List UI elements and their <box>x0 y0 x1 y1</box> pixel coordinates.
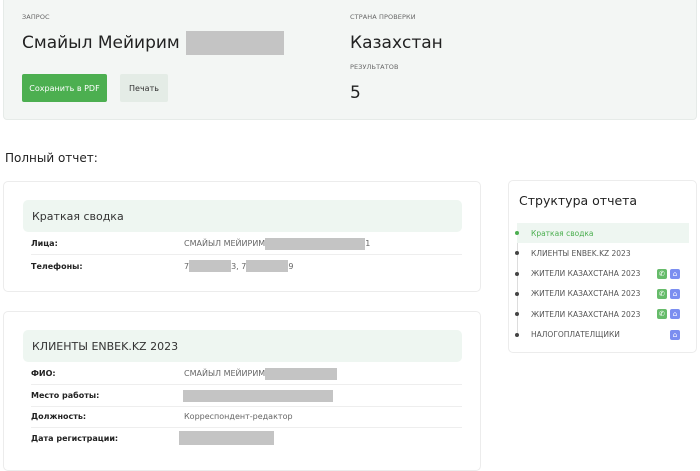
redacted-block <box>179 431 274 445</box>
query-name: Смайыл Мейирим <box>22 33 180 53</box>
row-value: Корреспондент-редактор <box>184 412 293 421</box>
structure-item-label: Краткая сводка <box>531 228 594 238</box>
phone-icon: ✆ <box>657 309 667 320</box>
structure-item[interactable]: КЛИЕНТЫ ENBEK.KZ 2023 <box>515 243 689 263</box>
redacted-block <box>265 237 366 250</box>
report-structure-panel: Структура отчета Краткая сводка КЛИЕНТЫ E… <box>508 180 697 353</box>
structure-item-label: КЛИЕНТЫ ENBEK.KZ 2023 <box>531 248 631 258</box>
results-label: РЕЗУЛЬТАТОВ <box>350 63 399 71</box>
home-icon: ⌂ <box>670 329 680 340</box>
table-row: Лица: СМАЙЫЛ МЕЙИРИМ 1 <box>31 233 462 255</box>
phone-part: 3, 7 <box>231 261 247 271</box>
home-icon: ⌂ <box>670 268 680 279</box>
enbek-card: КЛИЕНТЫ ENBEK.KZ 2023 ФИО: СМАЙЫЛ МЕЙИРИ… <box>3 311 481 471</box>
structure-item-label: ЖИТЕЛИ КАЗАХСТАНА 2023 <box>531 309 641 319</box>
table-row: Дата регистрации: <box>31 427 462 449</box>
phone-part: 7 <box>184 261 190 271</box>
enbek-title: КЛИЕНТЫ ENBEK.KZ 2023 <box>23 330 462 362</box>
summary-title: Краткая сводка <box>23 200 462 232</box>
table-row: Телефоны: 7 3, 7 9 <box>31 255 462 277</box>
bullet-icon <box>515 231 519 235</box>
bullet-icon <box>515 291 519 296</box>
redacted-block <box>189 260 232 272</box>
row-value: СМАЙЫЛ МЕЙИРИМ <box>184 239 266 248</box>
structure-item[interactable]: ЖИТЕЛИ КАЗАХСТАНА 2023 ✆ ⌂ <box>515 304 689 324</box>
structure-item-label: ЖИТЕЛИ КАЗАХСТАНА 2023 <box>531 289 641 299</box>
table-row: ФИО: СМАЙЫЛ МЕЙИРИМ <box>31 363 462 385</box>
structure-item[interactable]: ЖИТЕЛИ КАЗАХСТАНА 2023 ✆ ⌂ <box>515 264 689 284</box>
timeline-line <box>517 229 518 337</box>
bullet-icon <box>515 251 519 256</box>
query-label: ЗАПРОС <box>22 13 50 21</box>
phone-icon: ✆ <box>657 268 667 279</box>
country-value: Казахстан <box>350 33 443 53</box>
query-panel <box>3 0 697 120</box>
home-icon: ⌂ <box>670 309 680 320</box>
row-key: Дата регистрации: <box>31 433 119 443</box>
summary-card: Краткая сводка Лица: СМАЙЫЛ МЕЙИРИМ 1 Тел… <box>3 181 481 292</box>
bullet-icon <box>515 312 519 317</box>
structure-item-label: НАЛОГОПЛАТЕЛЩИКИ <box>531 330 620 339</box>
row-value: СМАЙЫЛ МЕЙИРИМ <box>184 369 266 378</box>
full-report-label: Полный отчет: <box>5 151 98 165</box>
structure-item[interactable]: ЖИТЕЛИ КАЗАХСТАНА 2023 ✆ ⌂ <box>515 284 689 304</box>
phone-icon: ✆ <box>657 288 667 299</box>
row-key: Должность: <box>31 412 87 421</box>
results-count: 5 <box>350 83 361 103</box>
structure-item-label: ЖИТЕЛИ КАЗАХСТАНА 2023 <box>531 269 641 279</box>
row-key: Место работы: <box>31 391 100 400</box>
print-button[interactable]: Печать <box>120 74 168 102</box>
bullet-icon <box>515 271 519 276</box>
structure-item[interactable]: НАЛОГОПЛАТЕЛЩИКИ ⌂ <box>515 325 689 345</box>
redacted-block <box>265 367 338 380</box>
table-row: Место работы: <box>31 385 462 407</box>
structure-title: Структура отчета <box>519 193 638 208</box>
save-pdf-button[interactable]: Сохранить в PDF <box>22 74 107 102</box>
row-value-suffix: 1 <box>365 239 371 248</box>
phone-part: 9 <box>288 261 294 271</box>
country-label: СТРАНА ПРОВЕРКИ <box>350 13 416 21</box>
row-key: ФИО: <box>31 369 56 378</box>
redacted-block <box>246 260 289 272</box>
bullet-icon <box>515 332 519 337</box>
table-row: Должность: Корреспондент-редактор <box>31 406 462 428</box>
row-key: Телефоны: <box>31 261 83 271</box>
redacted-block <box>185 31 284 55</box>
home-icon: ⌂ <box>670 288 680 299</box>
redacted-block <box>183 389 333 402</box>
row-key: Лица: <box>31 239 58 248</box>
structure-item[interactable]: Краткая сводка <box>515 223 689 243</box>
